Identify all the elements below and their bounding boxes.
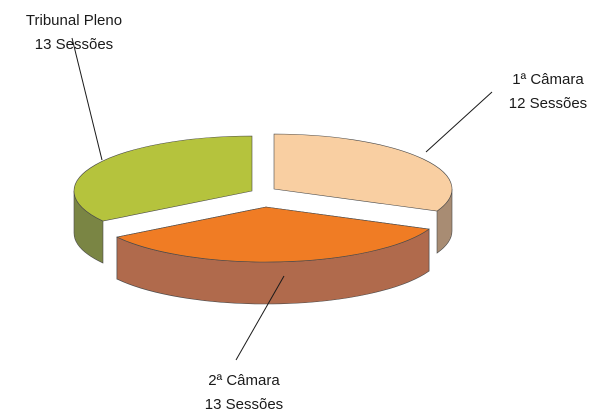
slice-tribunal-pleno-leader-line (71, 37, 103, 161)
slice-tribunal-pleno (73, 135, 253, 222)
slice-2a-camara-leader-line (235, 275, 285, 361)
slice-tribunal-pleno-value-label: 13 Sessões (35, 36, 113, 53)
slice-1a-camara-category-label: 1ª Câmara (512, 71, 584, 88)
slice-tribunal-pleno-category-label: Tribunal Pleno (26, 12, 122, 29)
slice-1a-camara-value-label: 12 Sessões (509, 95, 587, 112)
slice-1a-camara (273, 133, 453, 212)
slice-2a-camara-value-label: 13 Sessões (205, 396, 283, 409)
slice-1a-camara-leader-line (425, 91, 493, 153)
slice-2a-camara-category-label: 2ª Câmara (208, 372, 280, 389)
slice-2a-camara (116, 206, 430, 263)
